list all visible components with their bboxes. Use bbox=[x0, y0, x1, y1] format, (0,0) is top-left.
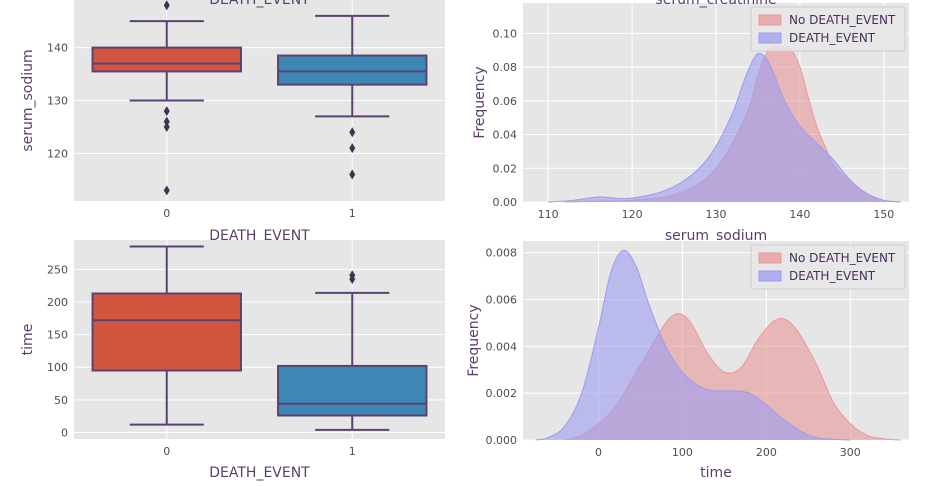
kde-area-death-event bbox=[535, 250, 851, 440]
legend-label-no-death-event: No DEATH_EVENT bbox=[789, 251, 896, 265]
kde-line-death-event bbox=[548, 52, 901, 203]
y-tick-label: 0 bbox=[61, 426, 68, 439]
outlier-point bbox=[163, 106, 170, 117]
legend-label-death-event: DEATH_EVENT bbox=[789, 269, 876, 283]
box-group bbox=[91, 245, 242, 426]
x-tick-label: 100 bbox=[672, 446, 693, 459]
y-tick-label: 120 bbox=[47, 147, 68, 160]
x-tick-label: 300 bbox=[840, 446, 861, 459]
x-tick-label: 140 bbox=[789, 208, 810, 221]
sodium-kde-xlabel: serum_sodium bbox=[665, 228, 767, 244]
y-tick-label: 0.06 bbox=[493, 95, 518, 108]
outlier-point bbox=[163, 121, 170, 132]
y-tick-label: 0.02 bbox=[493, 162, 518, 175]
sodium-boxplot-ylabel: serum_sodium bbox=[20, 49, 36, 151]
box-group bbox=[91, 0, 242, 196]
kde-line-death-event bbox=[535, 249, 851, 441]
x-tick-label: 150 bbox=[873, 208, 894, 221]
x-tick-label: 120 bbox=[622, 208, 643, 221]
time-boxplot-ylabel: time bbox=[20, 324, 36, 356]
x-tick-label: 1 bbox=[349, 207, 356, 220]
legend-swatch-no-death-event bbox=[758, 14, 782, 26]
y-tick-label: 0.004 bbox=[486, 340, 518, 353]
outlier-point bbox=[163, 185, 170, 196]
outlier-point bbox=[349, 127, 356, 138]
y-tick-label: 140 bbox=[47, 42, 68, 55]
time-kde-ylabel: Frequency bbox=[466, 304, 482, 376]
y-tick-label: 130 bbox=[47, 95, 68, 108]
outlier-point bbox=[163, 116, 170, 127]
x-tick-label: 110 bbox=[538, 208, 559, 221]
box-iqr bbox=[277, 54, 428, 86]
x-tick-label: 200 bbox=[756, 446, 777, 459]
x-tick-label: 0 bbox=[163, 445, 170, 458]
y-tick-label: 250 bbox=[47, 263, 68, 276]
legend-swatch-death-event bbox=[758, 32, 782, 44]
y-tick-label: 0.04 bbox=[493, 129, 518, 142]
legend-frame bbox=[750, 6, 906, 52]
time-kde-panel: 0.000 0.002 0.004 0.006 0.008 0 100 200 300 time… bbox=[466, 241, 909, 481]
box-group bbox=[277, 270, 428, 431]
box-group bbox=[277, 14, 428, 180]
legend-swatch-no-death-event bbox=[758, 252, 782, 264]
box-iqr bbox=[91, 46, 242, 73]
y-tick-label: 0.000 bbox=[486, 434, 518, 447]
legend-label-death-event: DEATH_EVENT bbox=[789, 31, 876, 45]
y-tick-label: 0.00 bbox=[493, 196, 518, 209]
outlier-point bbox=[349, 143, 356, 154]
time-boxplot-xlabel: DEATH_EVENT bbox=[209, 465, 310, 481]
y-tick-label: 50 bbox=[54, 394, 68, 407]
x-tick-label: 1 bbox=[349, 445, 356, 458]
legend-swatch-death-event bbox=[758, 270, 782, 282]
x-tick-label: 130 bbox=[706, 208, 727, 221]
y-tick-label: 0.006 bbox=[486, 294, 518, 307]
sodium-kde-title: serum_creatinine bbox=[655, 0, 776, 8]
kde-area-death-event bbox=[548, 53, 901, 202]
y-tick-label: 200 bbox=[47, 296, 68, 309]
y-tick-label: 0.08 bbox=[493, 61, 518, 74]
y-tick-label: 0.008 bbox=[486, 247, 518, 260]
outlier-point bbox=[349, 169, 356, 180]
x-tick-label: 0 bbox=[595, 446, 602, 459]
sodium-kde-legend: No DEATH_EVENT DEATH_EVENT bbox=[750, 6, 906, 52]
time-boxplot-panel: 0 50 100 150 200 250 0 1 DEATH_EVENT time bbox=[20, 240, 445, 481]
x-tick-label: 0 bbox=[163, 207, 170, 220]
legend-label-no-death-event: No DEATH_EVENT bbox=[789, 13, 896, 27]
y-tick-label: 0.10 bbox=[493, 27, 518, 40]
y-tick-label: 100 bbox=[47, 361, 68, 374]
time-kde-xlabel: time bbox=[700, 465, 732, 481]
time-kde-legend: No DEATH_EVENT DEATH_EVENT bbox=[750, 244, 906, 290]
sodium-kde-ylabel: Frequency bbox=[472, 66, 488, 138]
outlier-point bbox=[163, 0, 170, 11]
box-iqr bbox=[277, 364, 428, 417]
sodium-boxplot-title: DEATH_EVENT bbox=[209, 0, 310, 8]
box-iqr bbox=[91, 292, 242, 372]
legend-frame bbox=[750, 244, 906, 290]
y-tick-label: 0.002 bbox=[486, 387, 518, 400]
y-tick-label: 150 bbox=[47, 329, 68, 342]
outlier-point bbox=[349, 270, 356, 281]
